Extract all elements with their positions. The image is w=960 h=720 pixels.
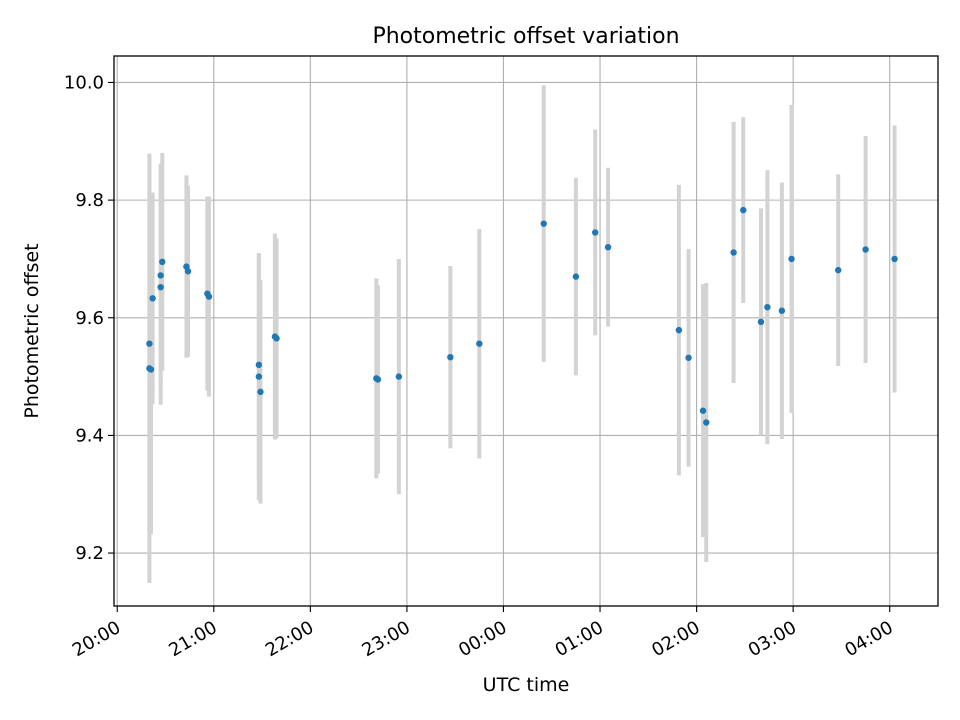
y-axis-ticks: 9.2 9.4 9.6 9.8 10.0	[64, 72, 114, 564]
data-point	[255, 373, 263, 380]
data-point	[730, 249, 737, 256]
data-point	[257, 388, 264, 396]
data-point	[740, 206, 747, 214]
data-point	[788, 255, 795, 263]
y-axis-label: Photometric offset	[21, 243, 43, 418]
data-point	[891, 255, 898, 263]
data-point	[685, 354, 692, 361]
y-tick-label: 9.4	[75, 425, 104, 446]
y-tick-label: 9.6	[75, 308, 104, 329]
data-point	[604, 243, 612, 251]
data-point	[147, 366, 155, 373]
data-point	[592, 229, 599, 236]
data-point	[699, 407, 707, 414]
data-point	[572, 273, 580, 280]
data-points	[146, 206, 898, 426]
data-point	[157, 283, 164, 291]
data-point	[447, 353, 454, 361]
data-point	[703, 419, 710, 426]
data-point	[395, 373, 403, 380]
x-axis-label: UTC time	[483, 674, 570, 696]
chart-title: Photometric offset variation	[372, 24, 679, 49]
y-tick-label: 9.8	[75, 190, 104, 211]
data-point	[273, 335, 280, 342]
data-point	[835, 266, 842, 274]
data-point	[184, 268, 192, 275]
data-point	[778, 307, 786, 314]
data-point	[374, 376, 382, 383]
data-point	[476, 340, 483, 347]
data-point	[862, 246, 869, 253]
data-point	[757, 318, 765, 326]
data-point	[540, 220, 547, 227]
data-point	[764, 303, 771, 311]
data-point	[675, 326, 683, 334]
data-point	[157, 272, 164, 279]
data-point	[255, 361, 263, 369]
plot-frame	[113, 55, 939, 607]
data-point	[149, 295, 156, 302]
data-point	[159, 258, 166, 266]
y-tick-label: 9.2	[75, 543, 104, 564]
data-point	[146, 340, 153, 347]
y-tick-label: 10.0	[64, 72, 104, 93]
data-point	[205, 293, 213, 300]
